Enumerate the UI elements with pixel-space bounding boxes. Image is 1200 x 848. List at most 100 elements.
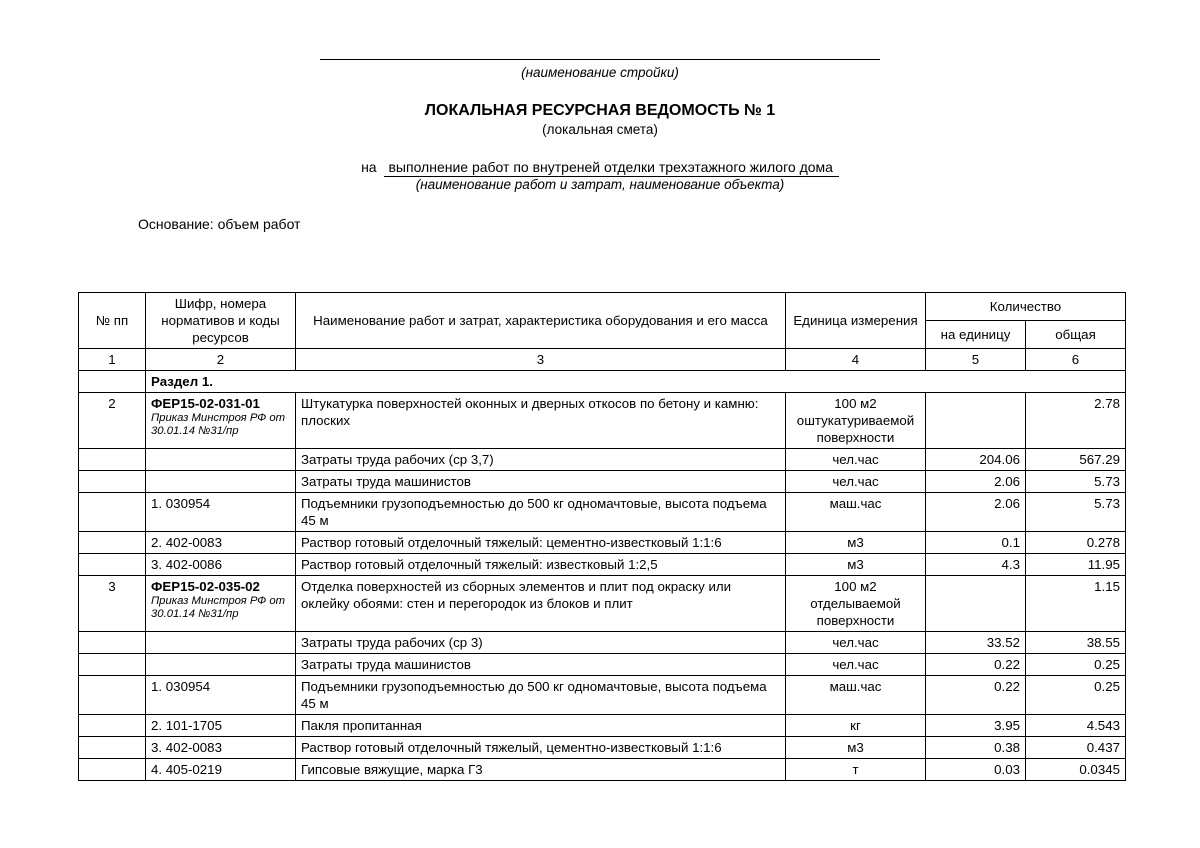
cell-per-unit: 0.1 xyxy=(926,532,1026,554)
section-cell-empty xyxy=(79,371,146,393)
cell-num xyxy=(79,471,146,493)
works-description-line: на выполнение работ по внутреней отделки… xyxy=(78,159,1122,175)
col-header-unit: Единица измерения xyxy=(786,293,926,349)
cell-num xyxy=(79,554,146,576)
cell-num xyxy=(79,654,146,676)
cell-name: Подъемники грузоподъемностью до 500 кг о… xyxy=(296,493,786,532)
table-row: 3. 402-0083Раствор готовый отделочный тя… xyxy=(79,737,1126,759)
cell-num xyxy=(79,737,146,759)
works-prefix: на xyxy=(361,159,377,175)
cell-per-unit: 3.95 xyxy=(926,715,1026,737)
section-row: Раздел 1. xyxy=(79,371,1126,393)
cell-per-unit: 204.06 xyxy=(926,449,1026,471)
cell-name: Затраты труда машинистов xyxy=(296,471,786,493)
cell-code xyxy=(146,654,296,676)
table-row: Затраты труда рабочих (ср 3)чел.час33.52… xyxy=(79,632,1126,654)
section-label: Раздел 1. xyxy=(146,371,1126,393)
table-body: Раздел 1. 2ФЕР15-02-031-01Приказ Минстро… xyxy=(79,371,1126,781)
code-main: ФЕР15-02-035-02 xyxy=(151,578,290,595)
cell-name: Затраты труда рабочих (ср 3) xyxy=(296,632,786,654)
code-sub: Приказ Минстроя РФ от 30.01.14 №31/пр xyxy=(151,412,290,438)
cell-unit: маш.час xyxy=(786,493,926,532)
cell-unit: м3 xyxy=(786,554,926,576)
cell-name: Штукатурка поверхностей оконных и дверны… xyxy=(296,393,786,449)
document-title: ЛОКАЛЬНАЯ РЕСУРСНАЯ ВЕДОМОСТЬ № 1 xyxy=(78,102,1122,120)
cell-name: Затраты труда машинистов xyxy=(296,654,786,676)
cell-code xyxy=(146,632,296,654)
cell-total: 0.278 xyxy=(1026,532,1126,554)
cell-per-unit xyxy=(926,393,1026,449)
table-row: 1. 030954Подъемники грузоподъемностью до… xyxy=(79,493,1126,532)
construction-name-caption: (наименование стройки) xyxy=(78,65,1122,80)
cell-code: ФЕР15-02-035-02Приказ Минстроя РФ от 30.… xyxy=(146,576,296,632)
cell-unit: чел.час xyxy=(786,471,926,493)
cell-name: Затраты труда рабочих (ср 3,7) xyxy=(296,449,786,471)
cell-num xyxy=(79,715,146,737)
cell-per-unit: 4.3 xyxy=(926,554,1026,576)
cell-total: 38.55 xyxy=(1026,632,1126,654)
cell-code: 1. 030954 xyxy=(146,493,296,532)
table-row: Затраты труда машинистовчел.час0.220.25 xyxy=(79,654,1126,676)
cell-code: 2. 402-0083 xyxy=(146,532,296,554)
col-header-code: Шифр, номера нормативов и коды ресурсов xyxy=(146,293,296,349)
cell-name: Отделка поверхностей из сборных элементо… xyxy=(296,576,786,632)
table-row: 4. 405-0219Гипсовые вяжущие, марка Г3т0.… xyxy=(79,759,1126,781)
cell-name: Раствор готовый отделочный тяжелый, цеме… xyxy=(296,737,786,759)
table-row: 2ФЕР15-02-031-01Приказ Минстроя РФ от 30… xyxy=(79,393,1126,449)
cell-total: 0.437 xyxy=(1026,737,1126,759)
cell-code: 3. 402-0086 xyxy=(146,554,296,576)
colnum-5: 5 xyxy=(926,349,1026,371)
cell-code xyxy=(146,449,296,471)
works-description: выполнение работ по внутреней отделки тр… xyxy=(384,159,838,177)
cell-per-unit xyxy=(926,576,1026,632)
cell-num: 3 xyxy=(79,576,146,632)
code-sub: Приказ Минстроя РФ от 30.01.14 №31/пр xyxy=(151,595,290,621)
cell-total: 5.73 xyxy=(1026,493,1126,532)
cell-per-unit: 0.22 xyxy=(926,654,1026,676)
cell-num xyxy=(79,676,146,715)
table-row: Затраты труда рабочих (ср 3,7)чел.час204… xyxy=(79,449,1126,471)
colnum-6: 6 xyxy=(1026,349,1126,371)
cell-per-unit: 2.06 xyxy=(926,493,1026,532)
colnum-2: 2 xyxy=(146,349,296,371)
cell-total: 0.25 xyxy=(1026,654,1126,676)
basis-line: Основание: объем работ xyxy=(138,216,1122,232)
cell-name: Подъемники грузоподъемностью до 500 кг о… xyxy=(296,676,786,715)
document-header: (наименование стройки) ЛОКАЛЬНАЯ РЕСУРСН… xyxy=(78,40,1122,192)
cell-per-unit: 0.22 xyxy=(926,676,1026,715)
cell-num xyxy=(79,493,146,532)
code-main: ФЕР15-02-031-01 xyxy=(151,395,290,412)
table-row: 2. 101-1705Пакля пропитаннаякг3.954.543 xyxy=(79,715,1126,737)
cell-per-unit: 33.52 xyxy=(926,632,1026,654)
cell-total: 0.0345 xyxy=(1026,759,1126,781)
cell-unit: 100 м2 оштукатуриваемой поверхности xyxy=(786,393,926,449)
cell-total: 567.29 xyxy=(1026,449,1126,471)
table-row: 3. 402-0086Раствор готовый отделочный тя… xyxy=(79,554,1126,576)
table-row: Затраты труда машинистовчел.час2.065.73 xyxy=(79,471,1126,493)
cell-total: 2.78 xyxy=(1026,393,1126,449)
col-header-name: Наименование работ и затрат, характерист… xyxy=(296,293,786,349)
cell-per-unit: 0.03 xyxy=(926,759,1026,781)
cell-code xyxy=(146,471,296,493)
colnum-1: 1 xyxy=(79,349,146,371)
cell-num xyxy=(79,449,146,471)
cell-code: 2. 101-1705 xyxy=(146,715,296,737)
construction-name-line xyxy=(320,46,880,60)
document-subtitle: (локальная смета) xyxy=(78,122,1122,137)
col-header-total: общая xyxy=(1026,321,1126,349)
cell-unit: чел.час xyxy=(786,449,926,471)
cell-name: Гипсовые вяжущие, марка Г3 xyxy=(296,759,786,781)
cell-num xyxy=(79,632,146,654)
col-header-num: № пп xyxy=(79,293,146,349)
table-row: 2. 402-0083Раствор готовый отделочный тя… xyxy=(79,532,1126,554)
cell-total: 11.95 xyxy=(1026,554,1126,576)
colnum-4: 4 xyxy=(786,349,926,371)
cell-code: 3. 402-0083 xyxy=(146,737,296,759)
cell-unit: т xyxy=(786,759,926,781)
cell-total: 5.73 xyxy=(1026,471,1126,493)
cell-name: Раствор готовый отделочный тяжелый: цеме… xyxy=(296,532,786,554)
works-description-caption: (наименование работ и затрат, наименован… xyxy=(78,177,1122,192)
cell-unit: м3 xyxy=(786,532,926,554)
cell-total: 0.25 xyxy=(1026,676,1126,715)
colnum-3: 3 xyxy=(296,349,786,371)
